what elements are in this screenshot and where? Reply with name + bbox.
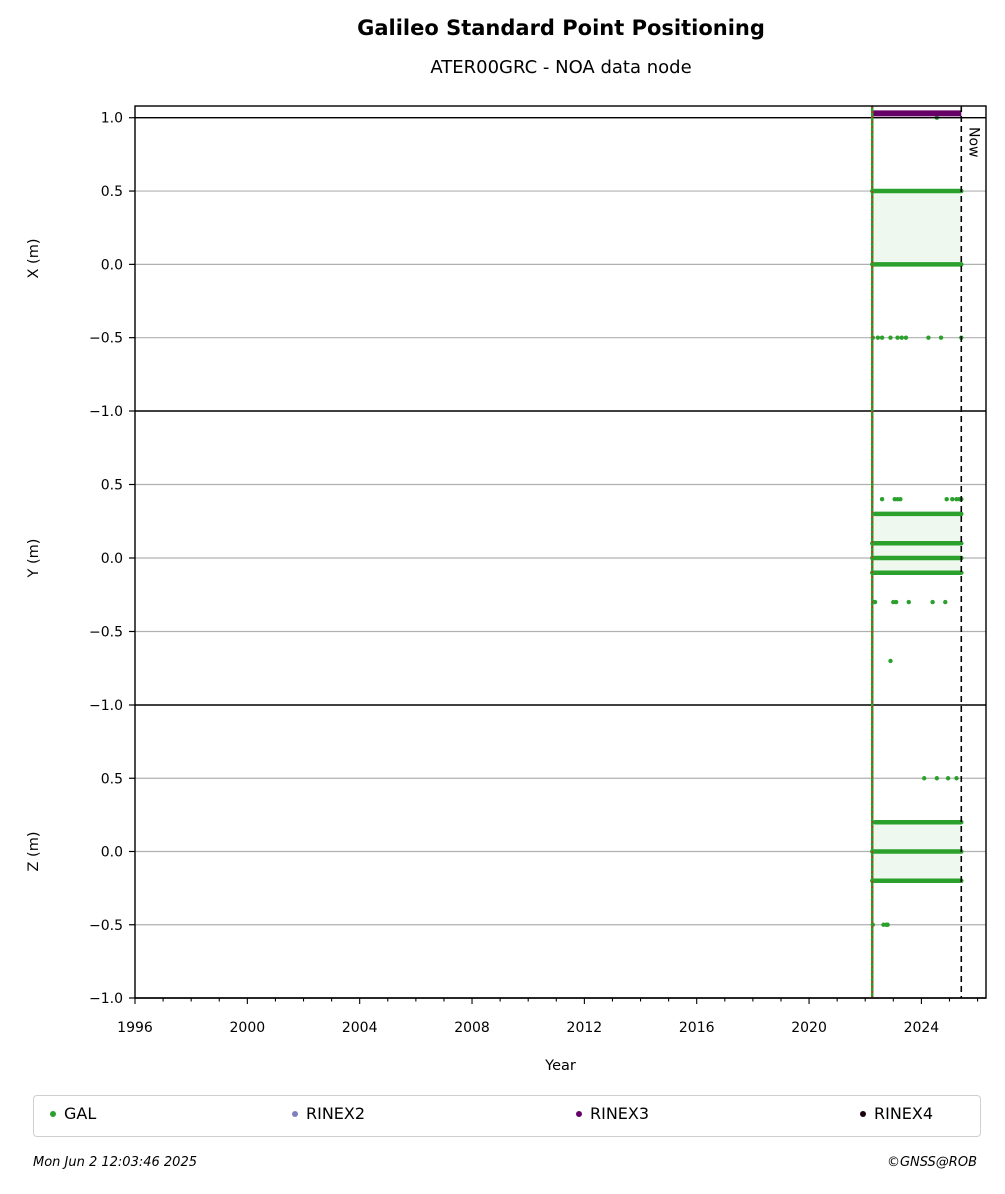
- data-point: [898, 497, 903, 502]
- y-tick-label: −1.0: [89, 991, 123, 1007]
- data-spread: [872, 513, 962, 573]
- legend-item-gal: GAL: [50, 1104, 96, 1123]
- legend-label-gal: GAL: [64, 1104, 97, 1123]
- data-point: [922, 776, 927, 781]
- chart-canvas: −1.0 −0.5 0.0 0.5 1.0 X (m) −1.0 −0.5 0.0 0.5 Y (m…: [26, 105, 987, 1074]
- data-point: [888, 658, 893, 664]
- data-point: [943, 599, 948, 605]
- legend-marker-rinex2: [292, 1110, 298, 1117]
- data-point: [875, 335, 881, 340]
- data-spread: [872, 191, 962, 265]
- y-tick-label: 0.5: [101, 771, 123, 787]
- legend: GAL RINEX2 RINEX3 RINEX4: [33, 1095, 981, 1137]
- y-tick-label: −1.0: [89, 698, 123, 714]
- y-tick-label: 1.0: [101, 111, 123, 127]
- data-point: [938, 335, 944, 340]
- legend-item-rinex3: RINEX3: [576, 1104, 649, 1123]
- chart-subtitle: ATER00GRC - NOA data node: [430, 57, 692, 78]
- y-tick-label: 0.0: [101, 845, 123, 861]
- data-point: [879, 335, 885, 340]
- y-tick-label: −0.5: [89, 625, 123, 641]
- data-point: [934, 776, 940, 781]
- legend-label-rinex3: RINEX3: [590, 1104, 650, 1123]
- x-tick-label: 2020: [791, 1020, 827, 1036]
- chart-title: Galileo Standard Point Positioning: [357, 16, 765, 40]
- data-point: [945, 776, 951, 781]
- y-axis-label: Y (m): [26, 539, 42, 579]
- x-axis-label: Year: [544, 1058, 576, 1074]
- legend-item-rinex4: RINEX4: [860, 1104, 933, 1123]
- y-tick-label: 0.0: [101, 551, 123, 567]
- data-point: [903, 335, 909, 340]
- data-point: [872, 599, 878, 605]
- y-tick-label: −1.0: [89, 404, 123, 420]
- legend-item-rinex2: RINEX2: [292, 1104, 365, 1123]
- legend-marker-rinex4: [860, 1110, 866, 1117]
- data-point: [885, 922, 890, 927]
- x-tick-label: 2000: [230, 1020, 266, 1036]
- data-point: [954, 776, 959, 781]
- data-point: [944, 497, 949, 502]
- y-axis-label: Z (m): [26, 832, 42, 872]
- legend-marker-rinex3: [576, 1110, 582, 1117]
- footer-copyright: ©GNSS@ROB: [886, 1155, 977, 1170]
- data-point: [879, 497, 885, 502]
- legend-label-rinex4: RINEX4: [874, 1104, 934, 1123]
- plot-frame: [134, 105, 987, 999]
- y-tick-label: −0.5: [89, 918, 123, 934]
- data-point: [906, 599, 911, 605]
- x-tick-label: 2008: [454, 1020, 490, 1036]
- x-tick-label: 2004: [342, 1020, 378, 1036]
- footer-timestamp: Mon Jun 2 12:03:46 2025: [33, 1155, 197, 1170]
- data-point: [930, 599, 935, 605]
- x-tick-label: 2012: [567, 1020, 603, 1036]
- data-point: [926, 335, 931, 340]
- x-tick-label: 2016: [679, 1020, 715, 1036]
- y-axis-label: X (m): [26, 239, 42, 279]
- x-tick-label: 2024: [904, 1020, 940, 1036]
- y-tick-label: 0.0: [101, 257, 123, 273]
- data-spread: [872, 822, 962, 881]
- data-point: [950, 497, 955, 502]
- legend-label-rinex2: RINEX2: [306, 1104, 366, 1123]
- data-point: [893, 599, 899, 605]
- data-point: [899, 335, 904, 340]
- y-tick-label: 0.5: [101, 478, 123, 494]
- data-point: [888, 335, 893, 340]
- now-label: Now: [965, 127, 981, 158]
- data-point: [895, 335, 900, 340]
- x-tick-label: 1996: [117, 1020, 153, 1036]
- y-tick-label: 0.5: [101, 184, 123, 200]
- y-tick-label: −0.5: [89, 331, 123, 347]
- legend-marker-gal: [50, 1110, 56, 1117]
